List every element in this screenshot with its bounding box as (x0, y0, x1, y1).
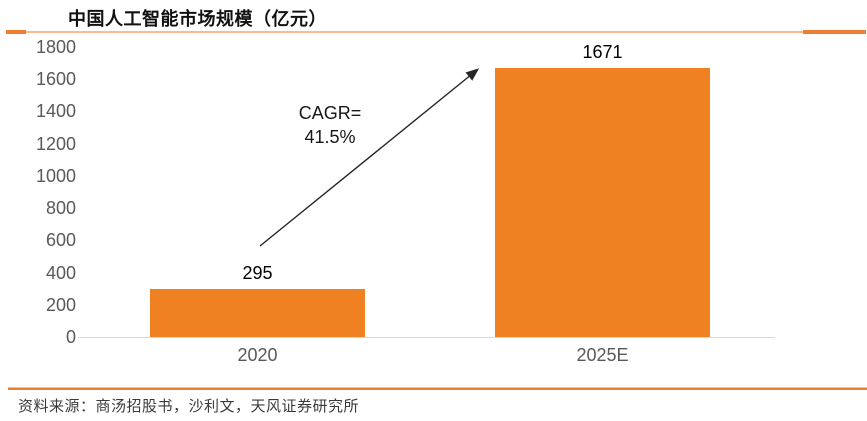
y-tick-label: 1600 (35, 69, 76, 90)
cagr-annotation: CAGR= 41.5% (270, 101, 390, 149)
source-note: 资料来源：商汤招股书，沙利文，天风证券研究所 (18, 398, 360, 415)
y-tick-label: 1000 (35, 165, 76, 186)
bar-value-label: 1671 (582, 41, 623, 62)
cagr-annotation-line2: 41.5% (304, 127, 356, 147)
bottom-divider-line (8, 387, 867, 390)
top-divider-line (8, 31, 866, 33)
top-divider-accent-left (6, 30, 26, 34)
y-tick-label: 600 (45, 230, 76, 251)
y-tick-label: 400 (45, 262, 76, 283)
bar-2020 (150, 289, 365, 337)
y-tick-label: 800 (45, 198, 76, 219)
x-axis-category-label: 2025E (576, 345, 629, 365)
bar-value-label: 295 (242, 263, 273, 284)
cagr-annotation-line1: CAGR= (298, 103, 362, 123)
bar-2025E (495, 67, 710, 337)
top-divider-accent-right (803, 30, 866, 34)
chart-title: 中国人工智能市场规模（亿元） (68, 9, 327, 29)
y-tick-label: 0 (65, 327, 76, 347)
y-tick-label: 1200 (35, 133, 76, 154)
y-tick-label: 1400 (35, 101, 76, 122)
y-tick-label: 200 (45, 294, 76, 315)
x-axis-category-label: 2020 (237, 345, 278, 365)
x-axis-line (78, 337, 775, 338)
y-tick-label: 1800 (35, 37, 76, 57)
